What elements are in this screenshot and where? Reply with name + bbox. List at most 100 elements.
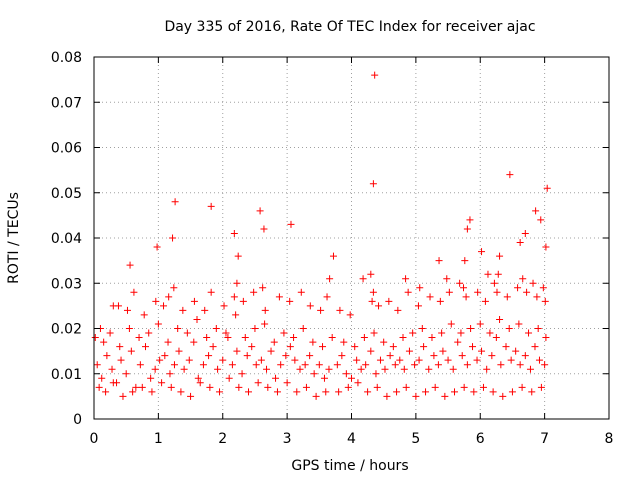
x-tick-label: 5 [411, 431, 420, 447]
data-point-marker [179, 306, 187, 314]
data-point-marker [370, 329, 378, 337]
data-point-marker [232, 311, 240, 319]
data-point-marker [523, 288, 531, 296]
data-point-marker [243, 352, 251, 360]
data-point-marker [282, 352, 290, 360]
data-point-marker [496, 315, 504, 323]
data-point-marker [177, 388, 185, 396]
data-point-marker [193, 315, 201, 323]
data-point-marker [156, 356, 164, 364]
data-point-marker [460, 383, 468, 391]
data-point-marker [248, 343, 256, 351]
data-point-marker [533, 293, 541, 301]
data-point-marker [521, 352, 529, 360]
data-point-marker [273, 388, 281, 396]
data-point-marker [129, 388, 137, 396]
x-tick-label: 6 [476, 431, 485, 447]
data-point-marker [130, 288, 138, 296]
data-point-marker [534, 325, 542, 332]
y-tick-labels: 0 0.01 0.02 0.03 0.04 0.05 0.06 0.07 0.08 [51, 50, 82, 428]
data-point-marker [402, 383, 410, 391]
data-point-marker [234, 252, 242, 260]
data-point-marker [254, 379, 262, 387]
data-point-marker [497, 361, 505, 369]
data-point-marker [400, 365, 408, 373]
data-point-marker [478, 347, 486, 355]
data-point-marker [256, 207, 264, 215]
data-point-marker [516, 239, 524, 247]
data-point-marker [399, 334, 407, 342]
data-point-marker [541, 361, 549, 369]
data-point-marker [467, 325, 475, 332]
data-point-marker [190, 297, 198, 305]
data-point-marker [535, 356, 543, 364]
data-point-marker [435, 257, 443, 265]
data-point-marker [532, 207, 540, 215]
data-point-marker [235, 383, 243, 391]
data-point-marker [430, 352, 438, 360]
data-point-marker [516, 361, 524, 369]
data-point-marker [514, 284, 522, 292]
data-point-marker [309, 338, 317, 346]
data-point-marker [323, 293, 331, 301]
data-point-marker [518, 383, 526, 391]
data-point-marker [106, 329, 114, 337]
data-point-marker [385, 297, 393, 305]
data-point-marker [481, 297, 489, 305]
data-point-marker [506, 171, 514, 179]
y-tick-label: 0.02 [51, 322, 82, 338]
data-point-marker [142, 343, 149, 351]
data-point-marker [483, 365, 491, 373]
data-point-marker [140, 311, 148, 319]
y-axis-label: ROTI / TECUs [6, 192, 22, 284]
data-point-marker [543, 184, 551, 192]
data-point-marker [201, 306, 209, 314]
y-tick-label: 0.05 [51, 186, 82, 202]
data-point-marker [409, 329, 417, 337]
data-point-marker [531, 343, 539, 351]
data-point-marker [194, 374, 202, 382]
data-point-marker [270, 338, 278, 346]
data-point-marker [380, 338, 388, 346]
data-point-marker [492, 334, 500, 342]
data-point-marker [220, 302, 228, 310]
data-point-marker [261, 320, 269, 328]
data-point-marker [161, 352, 169, 360]
data-point-marker [287, 220, 295, 228]
data-point-marker [207, 202, 215, 210]
data-point-marker [225, 374, 233, 382]
x-axis-label: GPS time / hours [291, 458, 408, 474]
data-point-marker [219, 356, 227, 364]
data-point-marker [456, 279, 464, 287]
data-point-marker [362, 361, 370, 369]
data-point-marker [171, 198, 179, 206]
data-point-marker [333, 361, 341, 369]
data-point-marker [386, 352, 394, 360]
data-point-marker [478, 248, 486, 256]
data-point-marker [508, 388, 516, 396]
data-point-marker [245, 388, 252, 396]
data-point-marker [418, 325, 426, 332]
data-point-marker [460, 284, 468, 292]
data-point-marker [328, 334, 336, 342]
data-point-marker [443, 275, 451, 283]
data-point-marker [280, 329, 288, 337]
data-point-marker [462, 293, 470, 301]
data-point-marker [165, 293, 173, 301]
data-point-marker [233, 347, 241, 355]
data-point-marker [135, 334, 143, 342]
data-point-marker [95, 383, 103, 391]
data-point-marker [166, 370, 174, 378]
data-point-marker [152, 297, 160, 305]
data-point-marker [252, 361, 260, 369]
data-point-marker [412, 392, 420, 400]
data-point-marker [474, 288, 482, 296]
data-point-marker [396, 356, 404, 364]
data-point-marker [542, 334, 550, 342]
data-point-marker [320, 374, 328, 382]
data-point-marker [371, 71, 379, 79]
data-point-marker [180, 365, 188, 373]
data-point-marker [444, 356, 452, 364]
data-point-marker [469, 343, 477, 351]
